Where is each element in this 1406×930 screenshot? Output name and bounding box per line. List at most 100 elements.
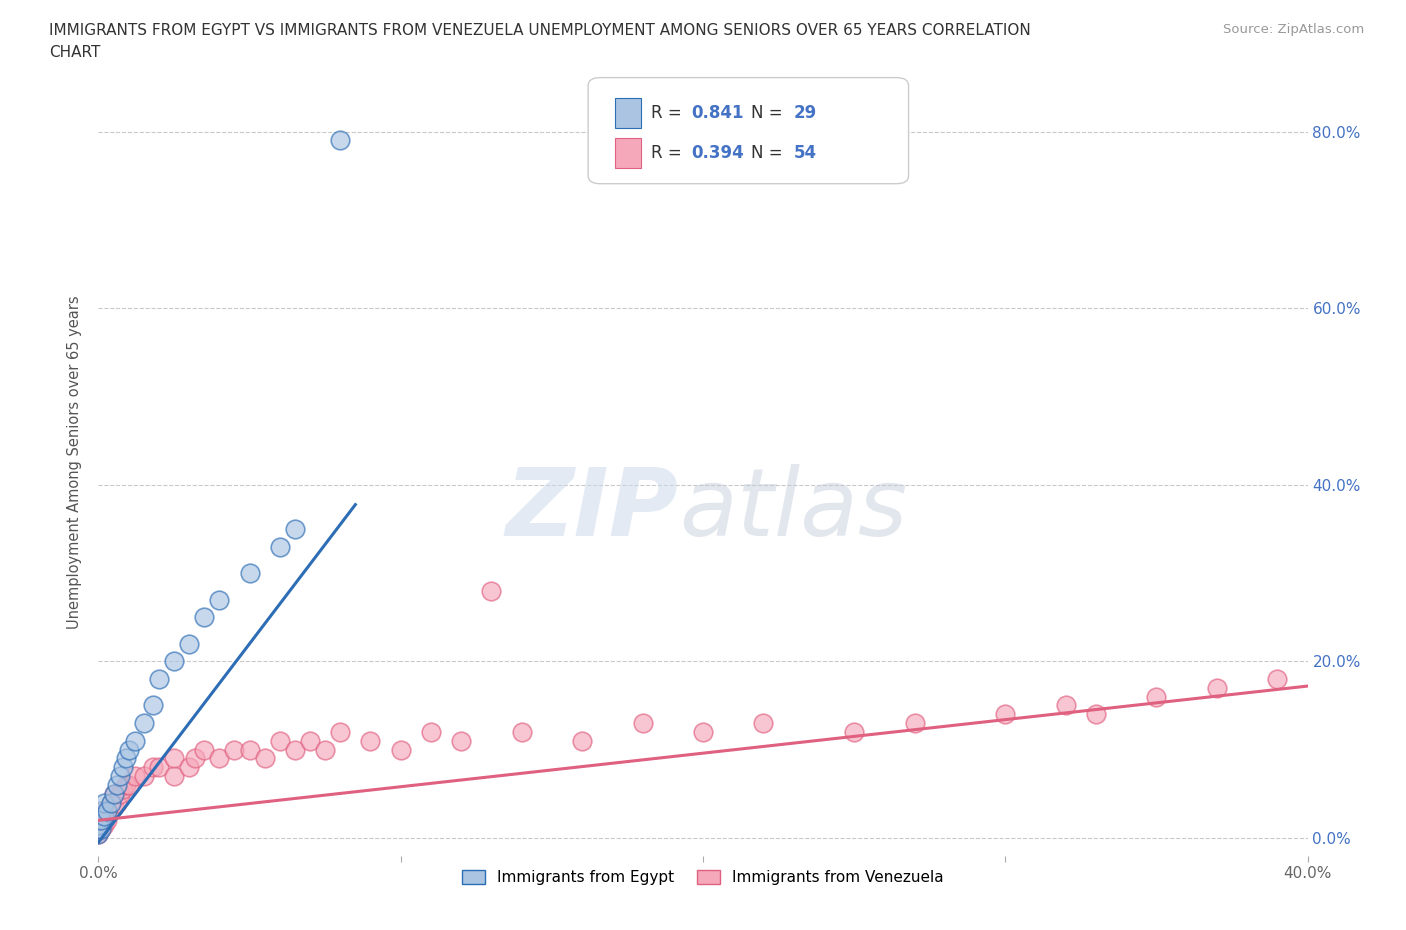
Point — [132, 716, 155, 731]
Point — [93, 795, 115, 810]
Point — [692, 724, 714, 739]
Point — [114, 751, 136, 766]
Point — [193, 742, 215, 757]
Point — [571, 734, 593, 749]
Point — [105, 795, 128, 810]
Point — [87, 813, 110, 828]
Point — [420, 724, 443, 739]
Point — [253, 751, 276, 766]
Point — [360, 734, 382, 749]
Point — [90, 822, 112, 837]
Point — [163, 769, 186, 784]
Text: Source: ZipAtlas.com: Source: ZipAtlas.com — [1223, 23, 1364, 36]
Point — [752, 716, 775, 731]
Text: N =: N = — [751, 144, 789, 162]
Point — [193, 610, 215, 625]
Point — [184, 751, 207, 766]
Point — [314, 742, 336, 757]
Point — [132, 769, 155, 784]
Legend: Immigrants from Egypt, Immigrants from Venezuela: Immigrants from Egypt, Immigrants from V… — [456, 863, 950, 891]
Point — [87, 823, 110, 838]
Point — [1267, 671, 1289, 686]
Point — [87, 822, 110, 837]
FancyBboxPatch shape — [614, 98, 641, 127]
Point — [118, 777, 141, 792]
Point — [111, 760, 134, 775]
Point — [142, 760, 165, 775]
Text: CHART: CHART — [49, 45, 101, 60]
Point — [631, 716, 654, 731]
Point — [90, 813, 112, 828]
Point — [96, 804, 118, 819]
Point — [1054, 698, 1077, 713]
Point — [450, 734, 472, 749]
FancyBboxPatch shape — [588, 77, 908, 184]
Point — [90, 822, 112, 837]
Point — [87, 826, 110, 841]
Point — [124, 734, 146, 749]
Point — [114, 777, 136, 792]
Text: atlas: atlas — [679, 464, 907, 555]
Point — [224, 742, 246, 757]
Point — [118, 742, 141, 757]
Text: R =: R = — [651, 103, 688, 122]
Point — [163, 654, 186, 669]
Point — [284, 522, 307, 537]
Text: IMMIGRANTS FROM EGYPT VS IMMIGRANTS FROM VENEZUELA UNEMPLOYMENT AMONG SENIORS OV: IMMIGRANTS FROM EGYPT VS IMMIGRANTS FROM… — [49, 23, 1031, 38]
Point — [994, 707, 1017, 722]
Point — [100, 795, 122, 810]
FancyBboxPatch shape — [614, 139, 641, 168]
Point — [108, 787, 131, 802]
Point — [103, 787, 125, 802]
Point — [103, 787, 125, 802]
Point — [329, 724, 352, 739]
Text: 29: 29 — [793, 103, 817, 122]
Y-axis label: Unemployment Among Seniors over 65 years: Unemployment Among Seniors over 65 years — [67, 296, 83, 630]
Point — [93, 804, 115, 819]
Point — [510, 724, 533, 739]
Point — [239, 742, 262, 757]
Text: ZIP: ZIP — [506, 464, 679, 556]
Point — [844, 724, 866, 739]
Text: N =: N = — [751, 103, 789, 122]
Point — [105, 777, 128, 792]
Point — [481, 583, 503, 598]
Point — [103, 800, 125, 815]
Point — [208, 592, 231, 607]
Point — [269, 734, 291, 749]
Point — [179, 760, 201, 775]
Point — [299, 734, 322, 749]
Point — [100, 795, 122, 810]
Point — [90, 813, 112, 828]
Point — [111, 782, 134, 797]
Text: 0.394: 0.394 — [690, 144, 744, 162]
Point — [142, 698, 165, 713]
Text: 0.841: 0.841 — [690, 103, 744, 122]
Point — [96, 804, 118, 819]
Point — [93, 817, 115, 832]
Point — [87, 817, 110, 832]
Point — [208, 751, 231, 766]
Point — [163, 751, 186, 766]
Point — [269, 539, 291, 554]
Point — [179, 636, 201, 651]
Point — [239, 565, 262, 580]
Point — [87, 826, 110, 841]
Point — [93, 808, 115, 823]
Point — [1206, 681, 1229, 696]
Point — [87, 822, 110, 837]
Text: R =: R = — [651, 144, 688, 162]
Point — [904, 716, 927, 731]
Point — [87, 813, 110, 828]
Point — [124, 769, 146, 784]
Point — [96, 813, 118, 828]
Point — [148, 671, 170, 686]
Point — [90, 804, 112, 819]
Point — [284, 742, 307, 757]
Point — [389, 742, 412, 757]
Point — [1085, 707, 1108, 722]
Point — [1144, 689, 1167, 704]
Point — [329, 133, 352, 148]
Point — [108, 769, 131, 784]
Text: 54: 54 — [793, 144, 817, 162]
